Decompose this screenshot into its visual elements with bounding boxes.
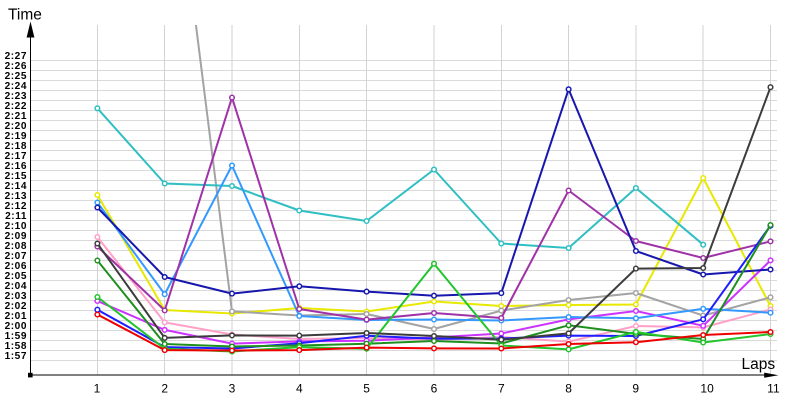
svg-text:10: 10 (700, 381, 714, 395)
svg-text:1: 1 (94, 381, 101, 395)
svg-text:2:11: 2:11 (5, 211, 27, 222)
svg-text:11: 11 (767, 381, 780, 395)
svg-text:2:00: 2:00 (5, 321, 27, 332)
svg-text:2:17: 2:17 (5, 151, 27, 162)
svg-text:2:22: 2:22 (5, 101, 27, 112)
svg-text:2:03: 2:03 (5, 291, 27, 302)
svg-text:2:15: 2:15 (5, 171, 27, 182)
svg-text:2:18: 2:18 (5, 141, 27, 152)
svg-text:2:14: 2:14 (5, 181, 27, 192)
svg-text:3: 3 (229, 381, 236, 395)
svg-text:Laps: Laps (742, 356, 776, 373)
svg-text:7: 7 (498, 381, 505, 395)
svg-text:2:10: 2:10 (5, 221, 27, 232)
svg-text:8: 8 (565, 381, 572, 395)
svg-text:2:12: 2:12 (5, 201, 27, 212)
svg-text:2:07: 2:07 (5, 251, 27, 262)
svg-text:2:21: 2:21 (5, 111, 27, 122)
svg-text:5: 5 (363, 381, 370, 395)
svg-text:1:58: 1:58 (5, 341, 27, 352)
svg-text:2:23: 2:23 (5, 91, 27, 102)
svg-text:2:24: 2:24 (5, 81, 27, 92)
svg-text:2:19: 2:19 (5, 131, 27, 142)
svg-text:1:57: 1:57 (5, 351, 27, 362)
svg-text:2:20: 2:20 (5, 121, 27, 132)
svg-text:2:08: 2:08 (5, 241, 27, 252)
svg-text:2:06: 2:06 (5, 261, 27, 272)
svg-text:2:02: 2:02 (5, 301, 27, 312)
svg-text:2:13: 2:13 (5, 191, 27, 202)
svg-text:9: 9 (632, 381, 639, 395)
svg-text:2:16: 2:16 (5, 161, 27, 172)
svg-text:2:09: 2:09 (5, 231, 27, 242)
svg-text:2:01: 2:01 (5, 311, 27, 322)
svg-text:4: 4 (296, 381, 303, 395)
svg-text:1:59: 1:59 (5, 331, 27, 342)
svg-text:Time: Time (8, 7, 42, 24)
svg-text:2:26: 2:26 (5, 61, 27, 72)
svg-text:2: 2 (161, 381, 168, 395)
svg-text:2:05: 2:05 (5, 271, 27, 282)
svg-text:6: 6 (431, 381, 438, 395)
svg-text:2:04: 2:04 (5, 281, 27, 292)
svg-text:2:27: 2:27 (5, 51, 27, 62)
svg-text:2:25: 2:25 (5, 71, 27, 82)
